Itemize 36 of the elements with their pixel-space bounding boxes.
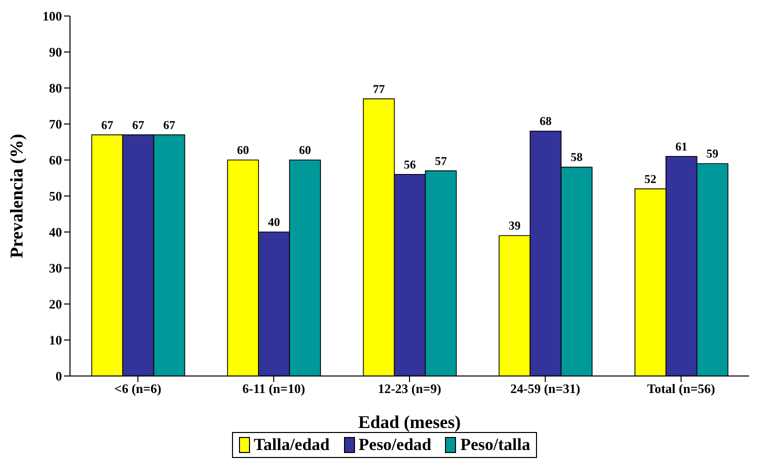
data-label: 77 [372,82,385,96]
x-tick-label: 12-23 (n=9) [378,381,442,396]
data-label: 40 [268,215,280,229]
data-label: 39 [508,218,521,233]
x-tick-label: Total (n=56) [647,381,716,396]
legend-label: Peso/edad [358,435,432,455]
x-tick-label: 24-59 (n=31) [510,381,580,396]
y-axis-title: Prevalencia (%) [6,134,26,258]
y-tick-label: 60 [49,152,62,168]
data-label: 58 [570,150,583,164]
legend-label: Peso/talla [459,435,530,455]
y-tick-label: 70 [49,116,62,132]
y-tick-label: 40 [49,224,62,240]
x-axis-title: Edad (meses) [358,412,461,432]
data-label: 60 [299,143,312,157]
data-label: 52 [644,172,656,186]
data-label: 57 [434,154,447,168]
data-label: 61 [675,139,688,154]
data-label: 56 [404,157,416,172]
data-label: 68 [540,114,552,128]
data-label: 67 [132,118,144,132]
data-label: 67 [101,118,114,132]
y-tick-label: 20 [49,296,62,312]
legend-label: Talla/edad [252,435,330,455]
data-label: 67 [163,118,176,132]
y-tick-label: 10 [49,332,62,348]
data-label: 60 [237,143,250,157]
y-tick-label: 50 [49,188,62,204]
y-tick-label: 100 [42,8,62,24]
x-tick-label: 6-11 (n=10) [242,381,306,396]
y-tick-label: 80 [49,80,62,96]
x-tick-label: <6 (n=6) [114,381,162,396]
y-tick-label: 0 [56,368,62,384]
y-tick-label: 30 [49,260,62,276]
y-tick-label: 90 [49,44,62,60]
data-label: 59 [706,146,718,161]
